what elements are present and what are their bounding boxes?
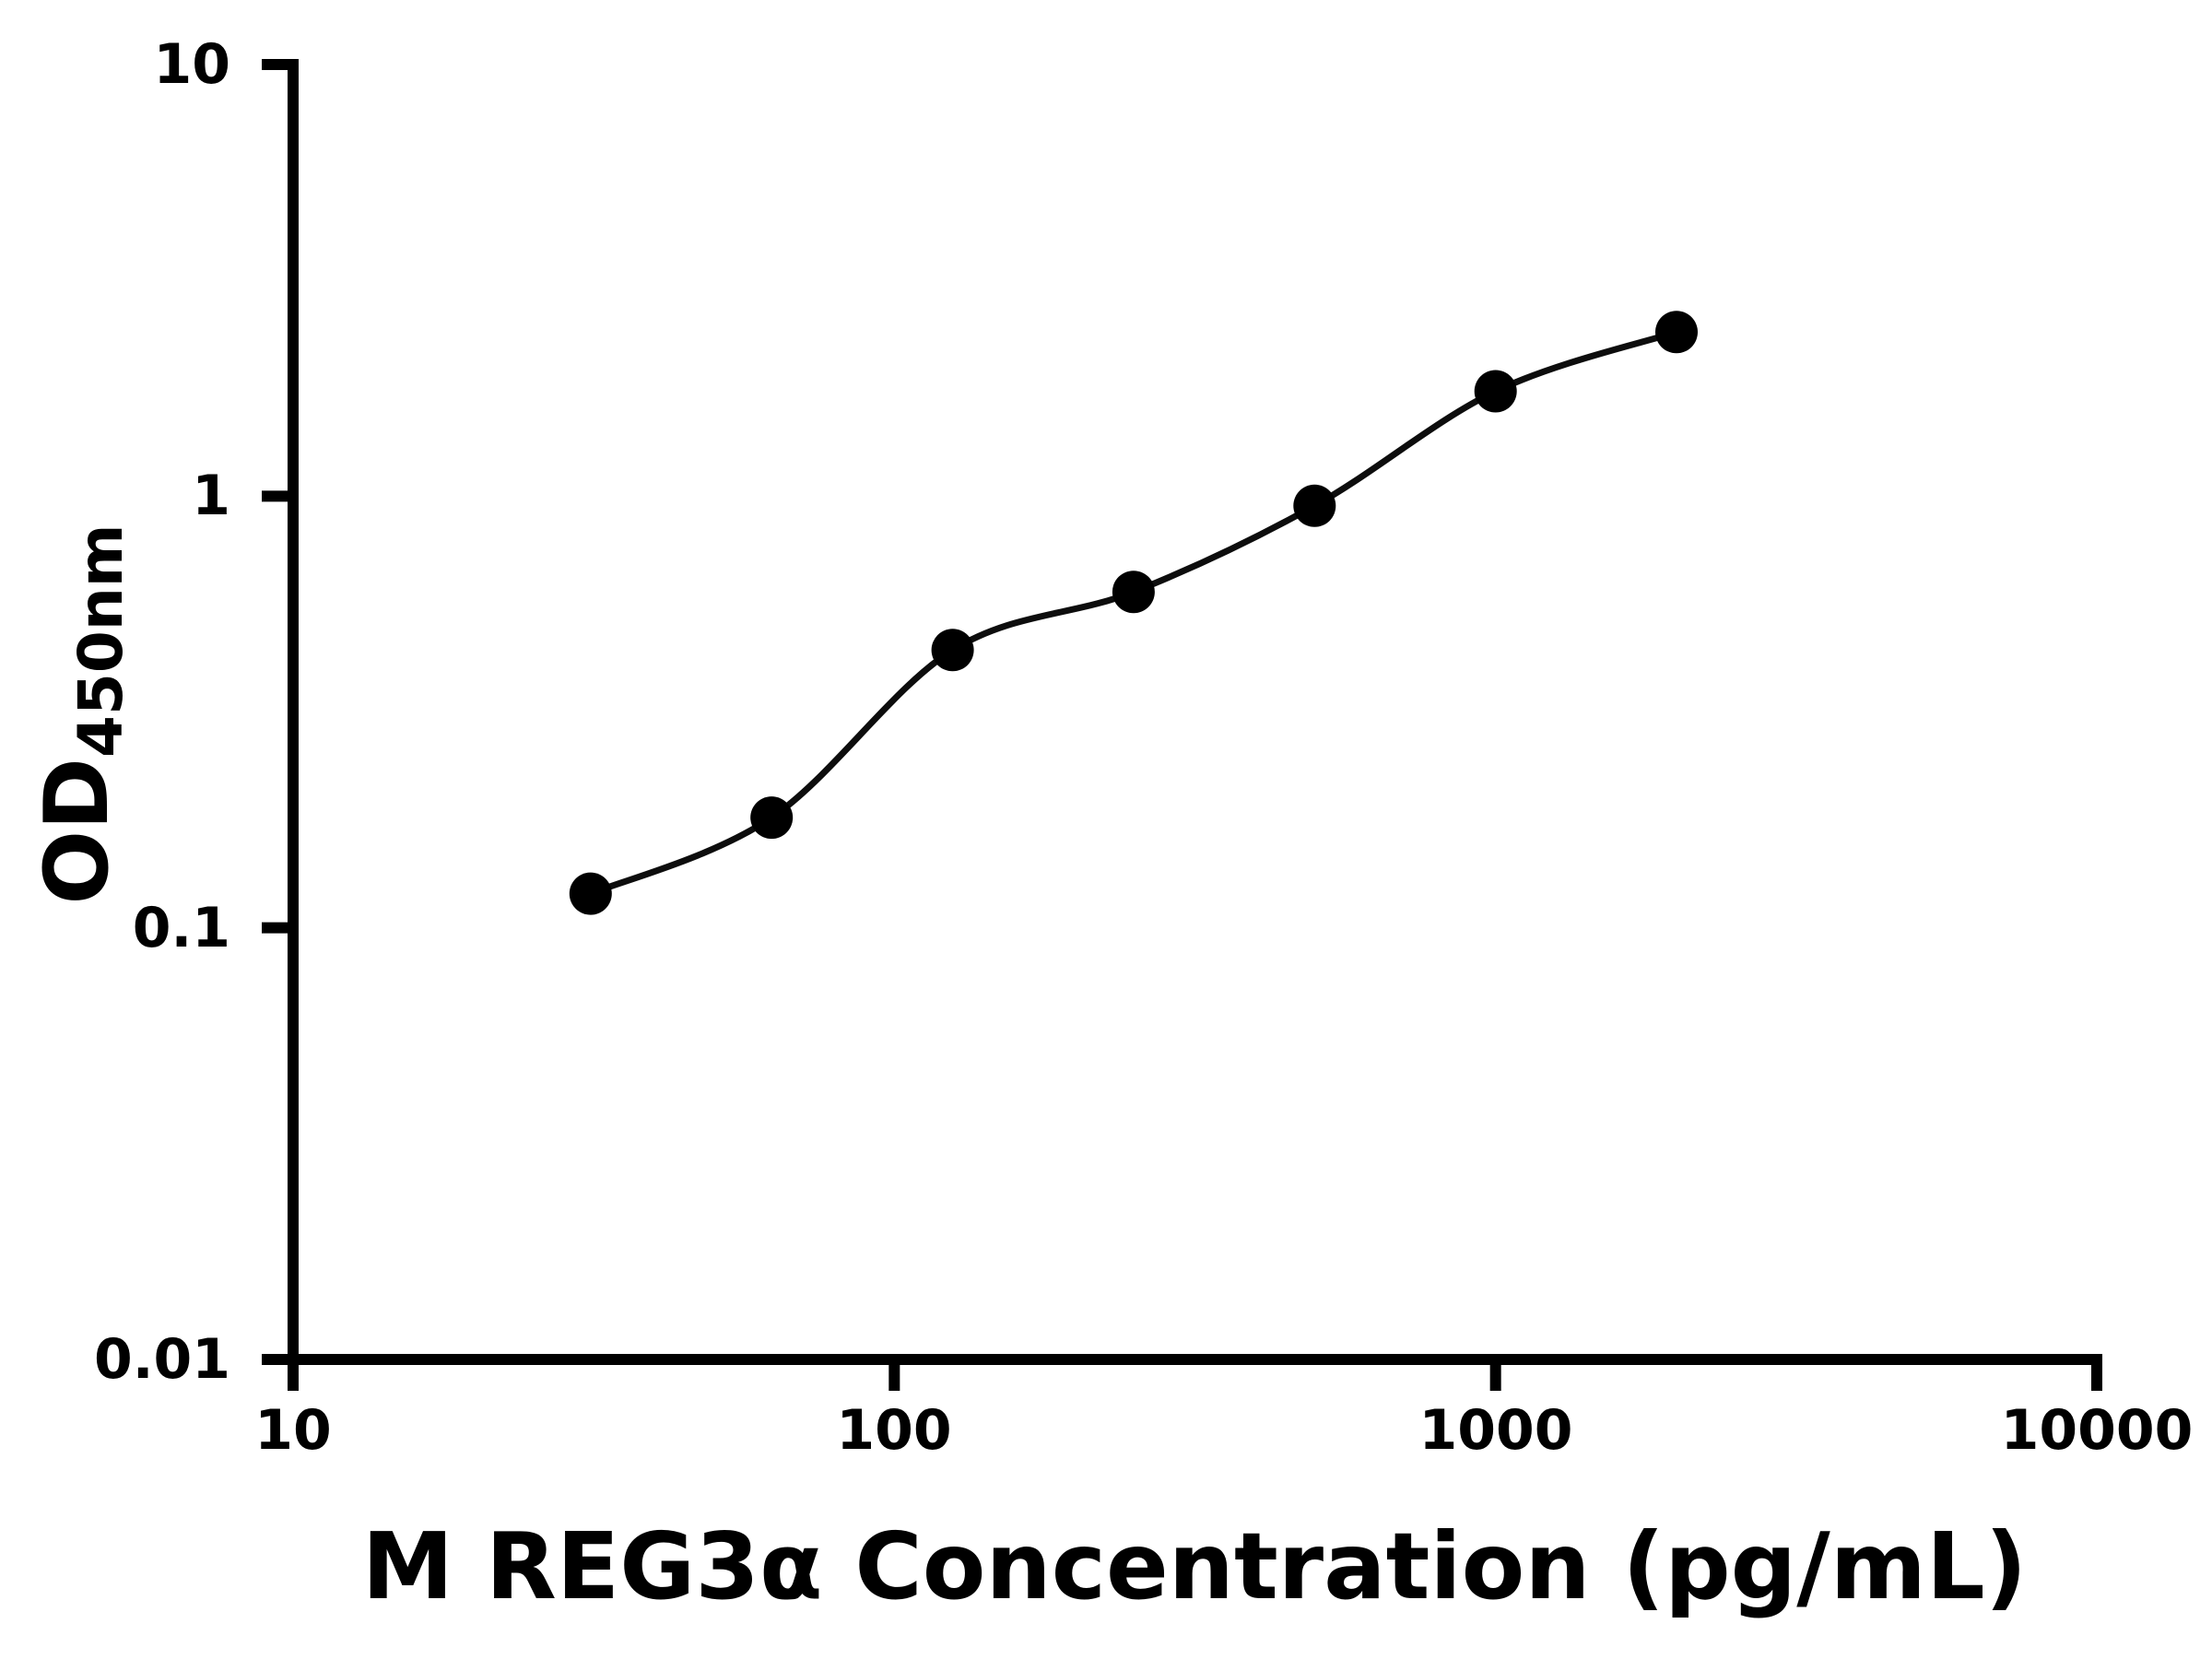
data-point (1474, 370, 1517, 413)
y-tick-label-0p01: 0.01 (93, 1327, 230, 1392)
y-tick-label-10: 10 (153, 32, 231, 97)
y-axis-title: OD450nm (27, 524, 136, 904)
x-axis-title: M REG3α Concentration (pg/mL) (361, 1512, 2028, 1620)
data-point (1112, 571, 1155, 614)
x-tick-label-1000: 1000 (1418, 1398, 1573, 1463)
data-point (750, 796, 794, 840)
axes-spines (288, 59, 2102, 1365)
y-axis-title-subscript: 450nm (65, 524, 136, 758)
data-point (1655, 311, 1698, 354)
x-tick-label-10000: 10000 (2000, 1398, 2194, 1463)
y-tick-label-1: 1 (192, 464, 230, 528)
y-axis-title-main: OD (27, 757, 128, 905)
data-point (569, 872, 612, 915)
x-tick-label-10: 10 (254, 1398, 332, 1463)
data-point (1293, 484, 1336, 527)
x-tick-label-100: 100 (836, 1398, 952, 1463)
y-tick-label-0p1: 0.1 (132, 896, 230, 960)
data-point (931, 629, 974, 672)
